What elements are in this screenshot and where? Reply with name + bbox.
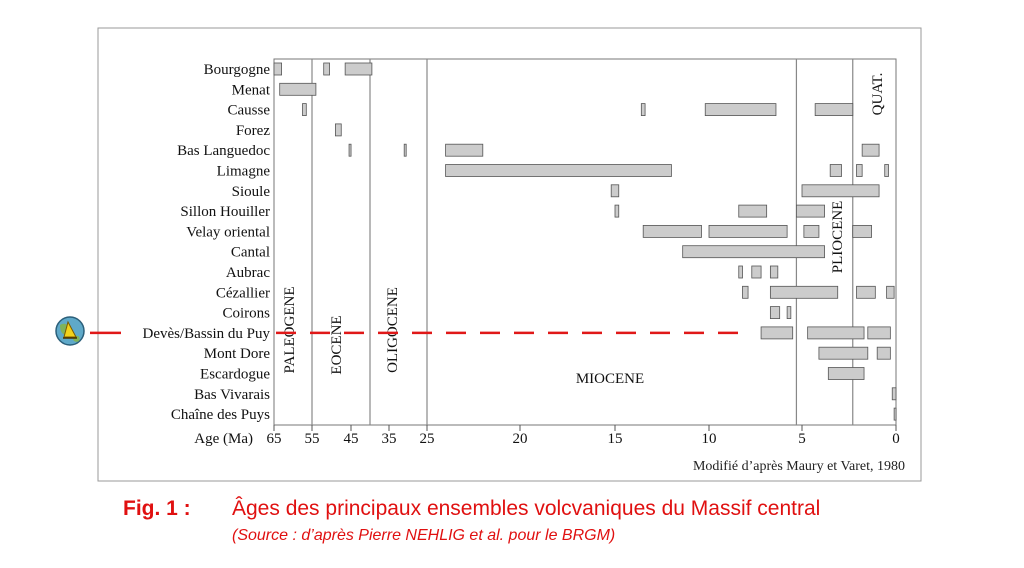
- epoch-label-eocene: EOCENE: [329, 315, 345, 374]
- row-label: Forez: [236, 123, 270, 139]
- plot-area: [273, 58, 897, 426]
- age-bar: [642, 224, 702, 238]
- age-bar: [742, 285, 749, 299]
- x-tick-label: 35: [382, 431, 397, 447]
- age-bar: [738, 265, 743, 279]
- epoch-label-quat: QUAT.: [870, 73, 886, 116]
- epoch-label-oligocene: OLIGOCENE: [385, 287, 401, 373]
- chart-frame: [97, 27, 922, 482]
- epoch-label-paleogene: PALEOGENE: [282, 287, 298, 374]
- age-bar: [814, 103, 854, 116]
- age-bar: [708, 224, 788, 238]
- row-label: Escardogue: [200, 367, 270, 383]
- age-bar: [704, 103, 777, 116]
- age-bar: [856, 164, 863, 177]
- age-bar: [334, 123, 342, 137]
- row-label: Bourgogne: [204, 62, 271, 78]
- age-bar: [614, 204, 620, 218]
- x-axis-title: Age (Ma): [194, 431, 253, 447]
- age-bar: [801, 184, 880, 198]
- row-label: Aubrac: [226, 265, 270, 281]
- age-bar: [403, 143, 407, 157]
- age-bar: [273, 62, 282, 76]
- age-bar: [344, 62, 373, 76]
- epoch-label-pliocene: PLIOCENE: [830, 201, 846, 274]
- row-label: Chaîne des Puys: [171, 407, 270, 423]
- row-label: Cantal: [231, 245, 270, 261]
- row-label: Cézallier: [216, 285, 270, 301]
- x-tick-label: 65: [267, 431, 282, 447]
- age-bar: [279, 82, 317, 96]
- age-bar: [760, 326, 794, 340]
- age-bar: [891, 387, 897, 401]
- age-bar: [796, 204, 825, 218]
- row-label: Causse: [228, 103, 271, 119]
- age-bar: [893, 407, 897, 421]
- row-label: Menat: [232, 82, 271, 98]
- credit-text: Modifié d’après Maury et Varet, 1980: [693, 459, 905, 474]
- age-bar: [348, 143, 352, 157]
- age-bar: [829, 164, 842, 177]
- age-bar: [786, 306, 792, 320]
- source-text: (Source : d’après Pierre NEHLIG et al. p…: [232, 527, 616, 544]
- age-bar: [738, 204, 768, 218]
- globe-pen-icon: [55, 316, 85, 346]
- age-bar: [610, 184, 620, 198]
- x-tick-label: 5: [798, 431, 806, 447]
- x-tick-label: 15: [608, 431, 623, 447]
- age-bar: [682, 245, 825, 259]
- row-label: Mont Dore: [204, 346, 271, 362]
- age-bar: [769, 265, 779, 279]
- age-bar: [445, 143, 484, 157]
- row-label: Limagne: [217, 164, 271, 180]
- age-bar: [807, 326, 865, 340]
- chart: PALEOGENE EOCENE OLIGOCENE MIOCENE PLIOCENE Q…: [55, 27, 922, 482]
- figure-label: Fig. 1 :: [123, 497, 191, 520]
- row-label: Sillon Houiller: [180, 204, 270, 220]
- row-label: Velay oriental: [186, 224, 270, 240]
- age-bar: [803, 224, 820, 238]
- row-label: Devès/Bassin du Puy: [143, 326, 271, 342]
- age-bar: [751, 265, 762, 279]
- age-bar: [856, 285, 876, 299]
- x-tick-label: 25: [420, 431, 435, 447]
- figure-title: Âges des principaux ensembles volcvaniqu…: [232, 497, 821, 520]
- age-bar: [867, 326, 891, 340]
- x-tick-label: 55: [305, 431, 320, 447]
- age-bar: [323, 62, 330, 76]
- age-bar: [884, 164, 889, 177]
- age-bar: [852, 224, 872, 238]
- epoch-label-miocene: MIOCENE: [576, 371, 644, 387]
- age-bar: [861, 143, 880, 157]
- age-bar: [827, 367, 865, 380]
- x-tick-label: 0: [892, 431, 900, 447]
- x-tick-label: 10: [702, 431, 717, 447]
- row-label: Sioule: [232, 184, 271, 200]
- row-label: Bas Vivarais: [194, 387, 270, 403]
- age-bar: [818, 346, 869, 360]
- age-bar: [640, 103, 646, 116]
- row-label: Coirons: [222, 306, 270, 322]
- x-tick-label: 45: [344, 431, 359, 447]
- age-bar: [769, 285, 839, 299]
- age-bar: [886, 285, 895, 299]
- age-bar: [769, 306, 781, 320]
- x-tick-label: 20: [513, 431, 528, 447]
- age-bar: [445, 164, 672, 177]
- age-bar: [876, 346, 891, 360]
- row-label: Bas Languedoc: [177, 143, 270, 159]
- age-bar: [302, 103, 307, 116]
